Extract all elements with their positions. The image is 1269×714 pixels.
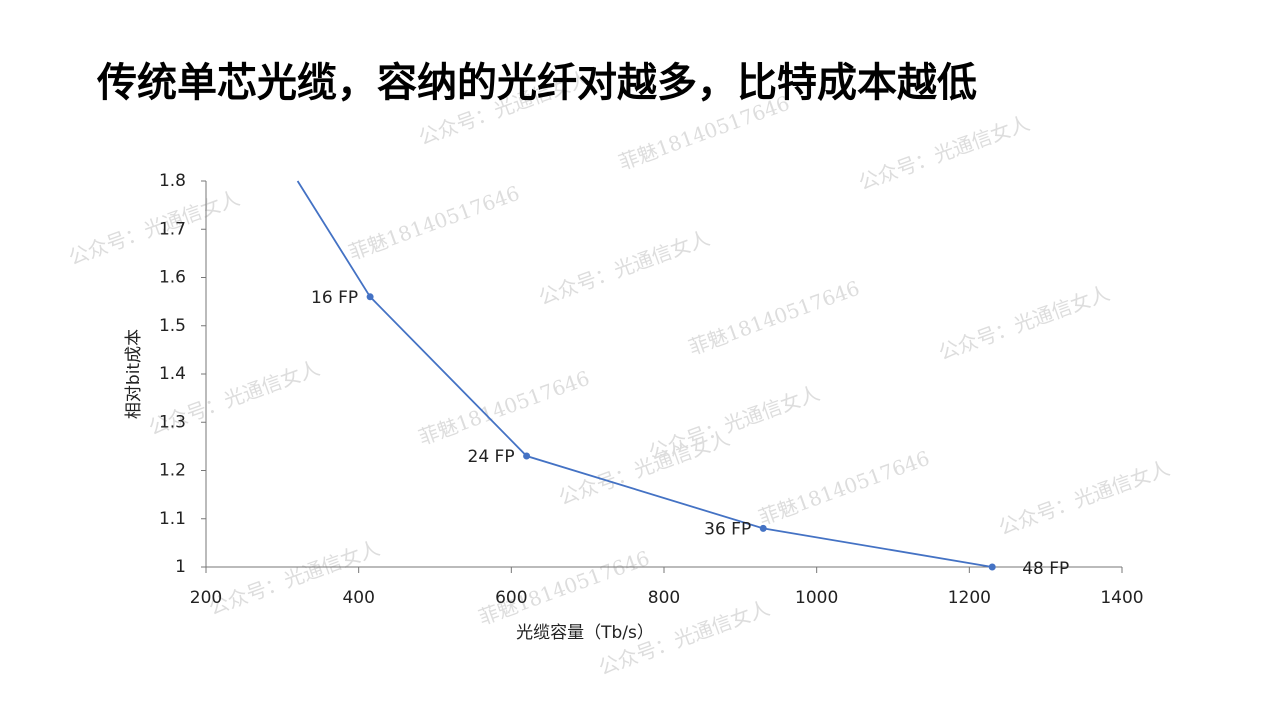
watermark: 菲魅18140517646: [345, 181, 522, 265]
watermark: 菲魅18140517646: [685, 276, 862, 360]
x-tick-label: 600: [495, 588, 527, 608]
y-tick-label: 1: [175, 557, 186, 577]
point: [759, 524, 767, 532]
y-tick-label: 1.4: [159, 364, 186, 384]
point: [523, 452, 531, 460]
watermark: 公众号：光通信女人: [995, 456, 1172, 540]
point-label: 16 FP: [311, 288, 358, 308]
watermark: 菲魅18140517646: [415, 366, 592, 450]
x-tick-label: 1200: [948, 588, 991, 608]
y-tick-label: 1.6: [159, 268, 186, 288]
watermark: 菲魅18140517646: [755, 446, 932, 530]
x-tick-label: 400: [342, 588, 374, 608]
y-tick-label: 1.2: [159, 461, 186, 481]
watermark: 公众号：光通信女人: [535, 226, 712, 310]
x-tick-label: 1400: [1100, 588, 1143, 608]
y-tick-label: 1.5: [159, 316, 186, 336]
y-tick-label: 1.8: [159, 171, 186, 191]
x-tick-label: 800: [648, 588, 680, 608]
chart-title: 传统单芯光缆，容纳的光纤对越多，比特成本越低: [96, 60, 977, 106]
y-tick-label: 1.7: [159, 219, 186, 239]
point-label: 24 FP: [468, 447, 515, 467]
watermark: 公众号：光通信女人: [935, 281, 1112, 365]
point: [988, 563, 996, 571]
watermark: 公众号：光通信女人: [65, 186, 242, 270]
watermark: 公众号：光通信女人: [855, 111, 1032, 195]
point-label: 48 FP: [1022, 559, 1069, 579]
y-tick-label: 1.1: [159, 509, 186, 529]
x-tick-label: 1000: [795, 588, 838, 608]
x-axis-title: 光缆容量（Tb/s）: [516, 623, 654, 643]
point-label: 36 FP: [704, 519, 751, 539]
x-tick-label: 200: [190, 588, 222, 608]
y-tick-label: 1.3: [159, 412, 186, 432]
point: [366, 293, 374, 301]
y-axis-title: 相对bit成本: [124, 329, 144, 419]
watermark: 公众号：光通信女人: [555, 426, 732, 510]
